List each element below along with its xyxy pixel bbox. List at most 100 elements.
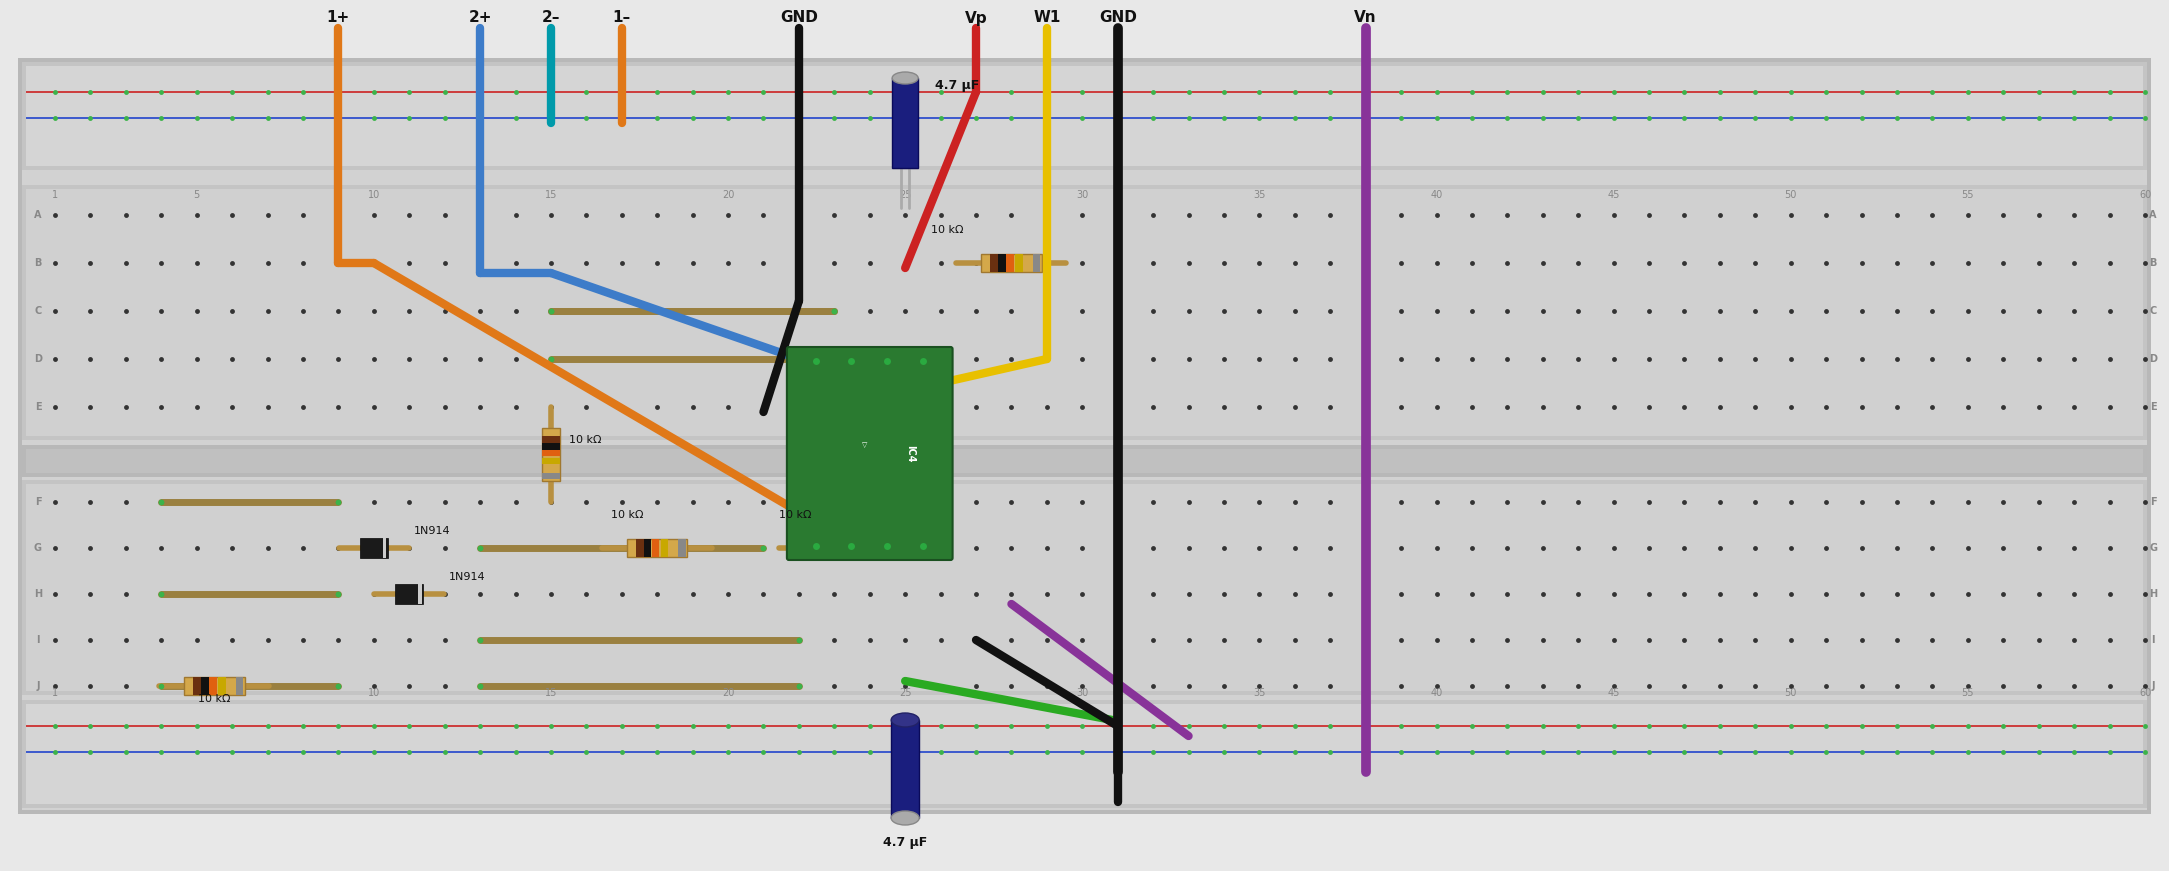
Bar — [542, 457, 560, 464]
Text: H: H — [35, 589, 41, 599]
Bar — [1032, 254, 1041, 272]
Bar — [395, 584, 423, 604]
Text: F: F — [2149, 497, 2156, 507]
Bar — [193, 677, 202, 695]
Bar — [805, 539, 865, 557]
Text: 5: 5 — [193, 688, 200, 698]
Bar — [26, 704, 2143, 804]
Text: J: J — [2152, 681, 2154, 691]
Bar — [22, 445, 2147, 477]
Text: 30: 30 — [1076, 190, 1089, 200]
Text: 1: 1 — [52, 190, 59, 200]
Bar — [26, 449, 2143, 473]
Text: D: D — [2149, 354, 2156, 364]
Text: 10 kΩ: 10 kΩ — [568, 435, 601, 444]
Text: W1: W1 — [1032, 10, 1061, 25]
Bar — [855, 539, 863, 557]
Text: 4.7 μF: 4.7 μF — [883, 836, 928, 849]
Bar — [236, 677, 243, 695]
Bar — [219, 677, 226, 695]
Text: 15: 15 — [544, 688, 557, 698]
Text: C: C — [2149, 306, 2156, 316]
Bar — [542, 473, 560, 479]
Text: 4.7 μF: 4.7 μF — [935, 78, 980, 91]
Bar — [22, 185, 2147, 440]
Text: 50: 50 — [1785, 688, 1796, 698]
Bar — [644, 539, 651, 557]
Bar — [837, 539, 846, 557]
Text: E: E — [2149, 402, 2156, 412]
Text: I: I — [37, 635, 39, 645]
Text: 50: 50 — [1785, 190, 1796, 200]
Text: 1N914: 1N914 — [449, 572, 486, 582]
Text: G: G — [35, 543, 41, 553]
Text: 10 kΩ: 10 kΩ — [612, 510, 644, 520]
Bar — [22, 700, 2147, 808]
Bar — [22, 62, 2147, 170]
Text: E: E — [35, 402, 41, 412]
Text: 30: 30 — [1076, 688, 1089, 698]
Bar — [542, 443, 560, 449]
Text: 10 kΩ: 10 kΩ — [779, 510, 811, 520]
Bar — [1006, 254, 1013, 272]
Text: 25: 25 — [898, 688, 911, 698]
Text: 1–: 1– — [612, 10, 631, 25]
Text: 55: 55 — [1961, 190, 1974, 200]
Bar — [202, 677, 208, 695]
Ellipse shape — [891, 713, 920, 727]
Ellipse shape — [891, 72, 917, 84]
Text: 20: 20 — [722, 190, 735, 200]
Text: 35: 35 — [1254, 190, 1265, 200]
Bar — [26, 484, 2143, 691]
Bar — [208, 677, 217, 695]
Bar — [651, 539, 659, 557]
Bar — [891, 78, 917, 168]
Bar — [891, 720, 920, 818]
Bar — [991, 254, 998, 272]
Bar — [998, 254, 1006, 272]
Bar — [627, 539, 688, 557]
Text: 10 kΩ: 10 kΩ — [197, 694, 230, 704]
Bar — [636, 539, 644, 557]
Text: 15: 15 — [544, 190, 557, 200]
Ellipse shape — [891, 811, 920, 825]
Bar — [184, 677, 245, 695]
Text: Vp: Vp — [965, 10, 987, 25]
Bar — [360, 538, 388, 558]
Text: J: J — [37, 681, 39, 691]
Text: C: C — [35, 306, 41, 316]
Bar — [813, 539, 820, 557]
FancyBboxPatch shape — [787, 347, 952, 560]
Text: 10: 10 — [369, 190, 380, 200]
Text: ▽: ▽ — [861, 442, 868, 449]
Text: 10 kΩ: 10 kΩ — [931, 225, 963, 235]
Bar — [980, 254, 1041, 272]
Text: F: F — [35, 497, 41, 507]
Text: 45: 45 — [1607, 190, 1620, 200]
Text: Vn: Vn — [1353, 10, 1377, 25]
Text: 45: 45 — [1607, 688, 1620, 698]
Bar — [1015, 254, 1022, 272]
Bar — [542, 436, 560, 442]
Text: 20: 20 — [722, 688, 735, 698]
Text: 60: 60 — [2139, 688, 2152, 698]
Text: H: H — [2149, 589, 2156, 599]
Text: 40: 40 — [1429, 688, 1442, 698]
Text: A: A — [35, 210, 41, 220]
Text: D: D — [35, 354, 41, 364]
Text: GND: GND — [781, 10, 818, 25]
Bar — [22, 62, 2147, 810]
Text: A: A — [2149, 210, 2156, 220]
Text: 1+: 1+ — [328, 10, 349, 25]
Text: IC4: IC4 — [904, 445, 915, 463]
Bar — [22, 480, 2147, 695]
Text: 2+: 2+ — [469, 10, 492, 25]
Bar — [26, 66, 2143, 166]
Text: 2–: 2– — [542, 10, 560, 25]
Text: 40: 40 — [1429, 190, 1442, 200]
Text: GND: GND — [1100, 10, 1137, 25]
Text: I: I — [2152, 635, 2154, 645]
Text: 1N914: 1N914 — [414, 526, 451, 536]
Text: 35: 35 — [1254, 688, 1265, 698]
Bar — [822, 539, 829, 557]
